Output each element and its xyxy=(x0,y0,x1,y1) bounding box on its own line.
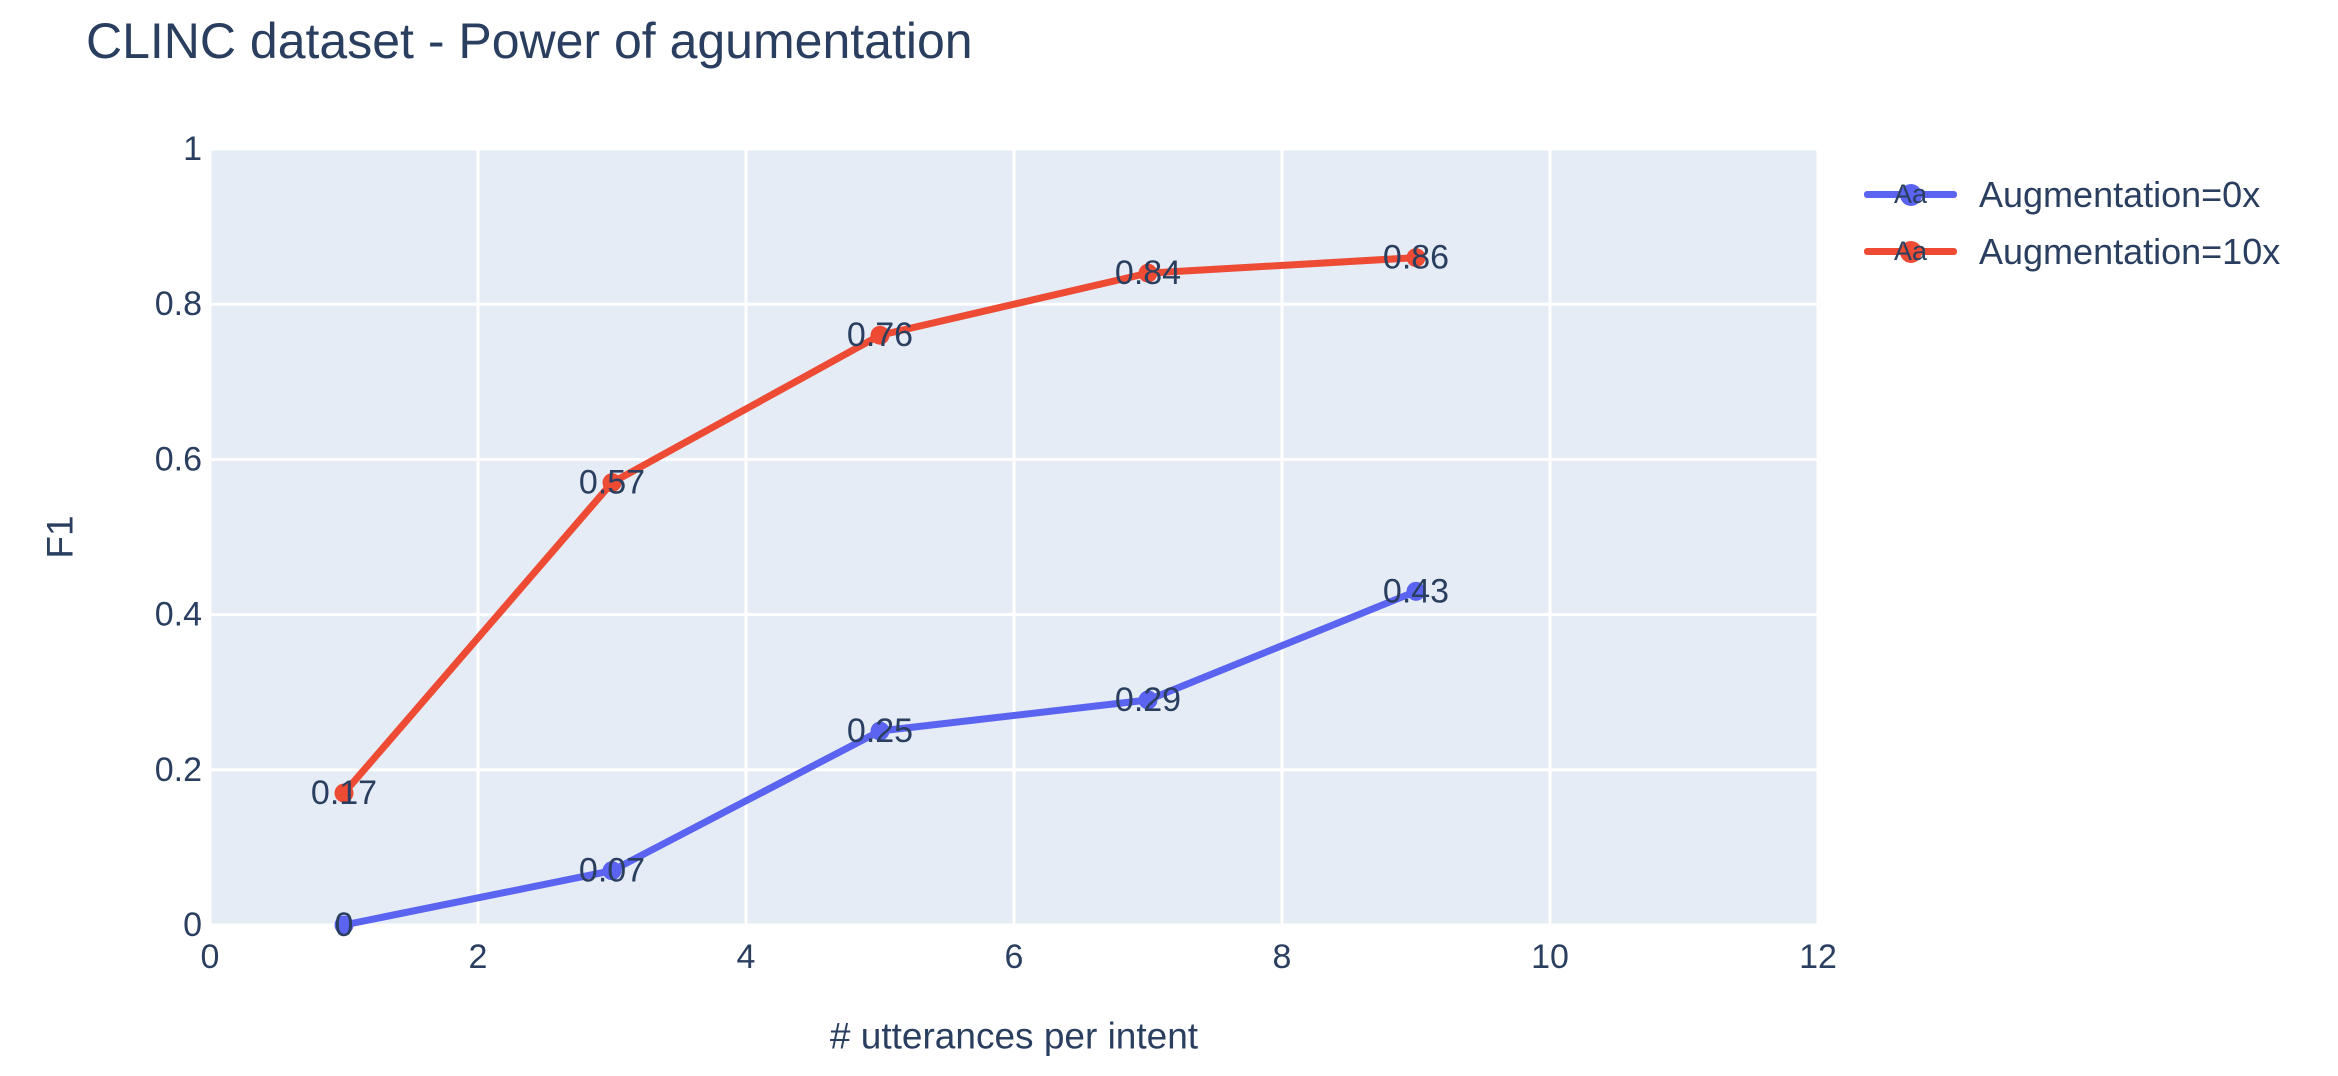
legend: Aa Augmentation=0x Aa Augmentation=10x xyxy=(1864,166,2280,280)
series-0-point-label-3: 0.29 xyxy=(1115,681,1181,719)
y-tick-label-0.2: 0.2 xyxy=(155,751,202,789)
series-0-point-label-1: 0.07 xyxy=(579,852,645,890)
x-axis-title: # utterances per intent xyxy=(830,1016,1199,1057)
y-tick-label-0.6: 0.6 xyxy=(155,440,202,478)
series-1-marker-0 xyxy=(334,783,354,803)
legend-sample-text: Aa xyxy=(1893,178,1928,209)
series-0-marker-4 xyxy=(1406,581,1426,601)
y-tick-label-0.4: 0.4 xyxy=(155,596,202,634)
x-tick-label-0: 0 xyxy=(201,938,220,976)
series-0-point-label-0: 0 xyxy=(335,906,354,944)
legend-item-augmentation-0x[interactable]: Aa Augmentation=0x xyxy=(1864,166,2280,223)
series-0-marker-1 xyxy=(602,861,622,881)
series-1-point-label-4: 0.86 xyxy=(1383,239,1449,277)
series-1-marker-2 xyxy=(870,325,890,345)
series-0-marker-2 xyxy=(870,721,890,741)
series-1-point-label-3: 0.84 xyxy=(1115,254,1181,292)
series-0-marker-3 xyxy=(1138,690,1158,710)
legend-item-label: Augmentation=10x xyxy=(1979,230,2281,272)
legend-sample-text: Aa xyxy=(1893,235,1928,266)
chart-title: CLINC dataset - Power of agumentation xyxy=(86,13,973,69)
legend-swatch: Aa xyxy=(1864,234,1957,270)
x-tick-label-8: 8 xyxy=(1273,938,1292,976)
x-tick-label-10: 10 xyxy=(1531,938,1569,976)
y-tick-label-0: 0 xyxy=(183,906,202,944)
x-tick-label-4: 4 xyxy=(737,938,756,976)
series-1-marker-1 xyxy=(602,473,622,493)
legend-marker-dot xyxy=(1899,240,1922,263)
legend-item-augmentation-10x[interactable]: Aa Augmentation=10x xyxy=(1864,223,2280,280)
legend-swatch: Aa xyxy=(1864,177,1957,213)
x-tick-label-12: 12 xyxy=(1799,938,1837,976)
series-1-marker-4 xyxy=(1406,248,1426,268)
legend-item-label: Augmentation=0x xyxy=(1979,173,2261,215)
series-1-point-label-1: 0.57 xyxy=(579,464,645,502)
series-1-point-label-2: 0.76 xyxy=(847,316,913,354)
x-tick-label-6: 6 xyxy=(1005,938,1024,976)
y-tick-label-0.8: 0.8 xyxy=(155,285,202,323)
series-0-point-label-2: 0.25 xyxy=(847,712,913,750)
x-tick-label-2: 2 xyxy=(469,938,488,976)
series-0-point-label-4: 0.43 xyxy=(1383,572,1449,610)
y-axis-title: F1 xyxy=(40,515,81,558)
series-1-point-label-0: 0.17 xyxy=(311,774,377,812)
y-tick-label-1: 1 xyxy=(183,130,202,168)
legend-marker-dot xyxy=(1899,183,1922,206)
series-0-marker-0 xyxy=(334,915,354,935)
series-1-marker-3 xyxy=(1138,263,1158,283)
